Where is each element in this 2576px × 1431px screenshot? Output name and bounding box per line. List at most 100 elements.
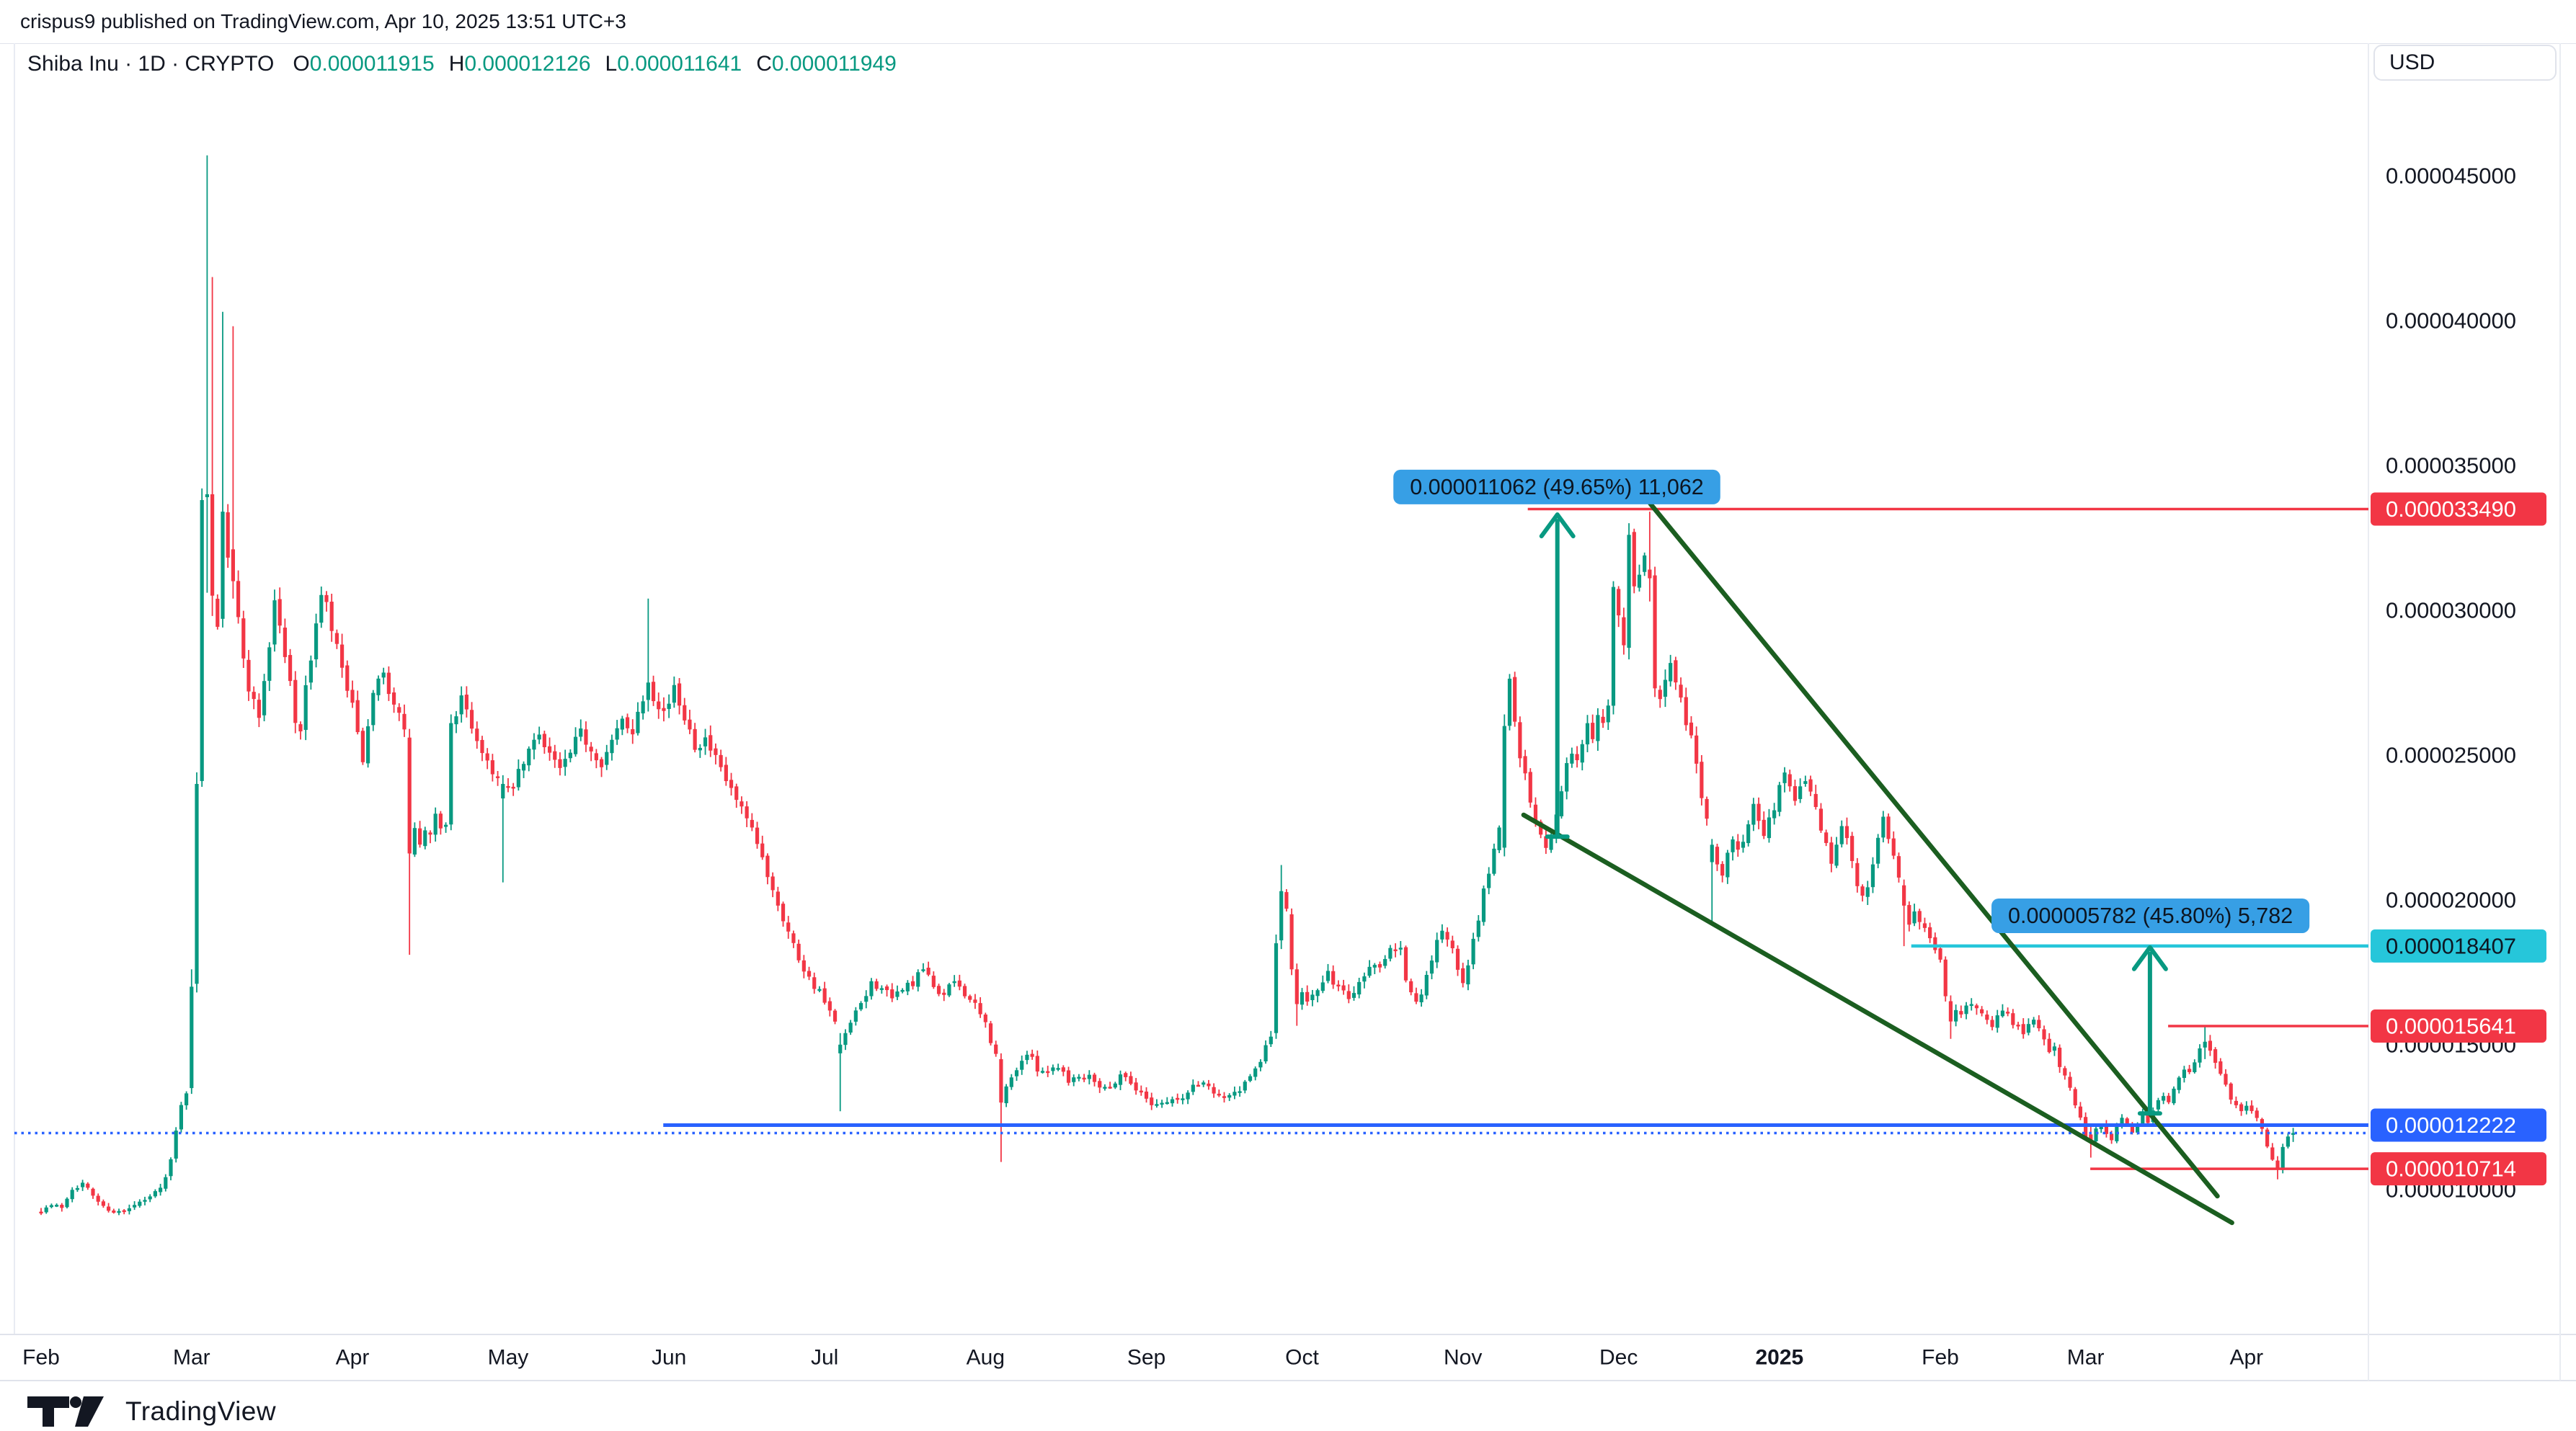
candle-body — [776, 891, 780, 906]
candle-body — [1938, 948, 1942, 960]
callout-text: 0.000011062 (49.65%) 11,062 — [1410, 475, 1704, 499]
measure-arrow[interactable] — [2131, 945, 2168, 1116]
candle-body — [1372, 965, 1377, 968]
candle-body — [1834, 844, 1839, 866]
symbol-title[interactable]: Shiba Inu · 1D · CRYPTO — [27, 52, 275, 76]
candle-body — [1129, 1076, 1133, 1084]
candle-body — [1476, 920, 1480, 937]
candle-body — [1528, 772, 1532, 803]
month-label: Mar — [173, 1346, 210, 1370]
candle-body — [1492, 848, 1496, 874]
candle-body — [968, 996, 972, 1000]
currency-label: USD — [2389, 50, 2435, 74]
candle-body — [247, 659, 251, 692]
candle-body — [407, 737, 412, 854]
tradingview-footer[interactable]: TradingView — [27, 1395, 276, 1428]
candle-body — [1865, 887, 1870, 897]
candle-body — [2000, 1010, 2005, 1017]
candle-body — [594, 753, 598, 761]
candle-body — [921, 969, 925, 971]
candle-body — [2125, 1118, 2129, 1125]
candle-body — [1466, 965, 1470, 985]
time-axis[interactable]: Feb Mar Apr May Jun Jul Aug Sep Oct Nov Dec 2025 Feb… — [22, 1346, 2263, 1370]
candle-body — [542, 734, 546, 747]
candle-body — [2068, 1076, 2072, 1088]
candle-body — [1388, 948, 1393, 959]
tradingview-wordmark: TradingView — [125, 1396, 277, 1426]
candle-body — [1367, 966, 1372, 976]
candle-body — [1627, 535, 1631, 648]
measure-arrows[interactable] — [1539, 512, 2168, 1116]
candle-body — [516, 769, 520, 788]
candle-body — [709, 735, 713, 751]
candle-body — [70, 1190, 74, 1200]
measure-callouts[interactable]: 0.000011062 (49.65%) 11,062 0.000005782 (… — [1393, 469, 2310, 933]
month-label: Mar — [2067, 1346, 2105, 1370]
candle-body — [365, 726, 370, 764]
currency-toggle-button[interactable]: USD — [2373, 45, 2557, 81]
candle-body — [1046, 1071, 1050, 1074]
tradingview-logo-icon — [27, 1396, 104, 1427]
candle-body — [236, 581, 241, 618]
candle-body — [252, 692, 256, 700]
candle-body — [1881, 816, 1886, 838]
month-label: 2025 — [1755, 1346, 1803, 1370]
candle-body — [277, 599, 282, 626]
month-label: Sep — [1127, 1346, 1165, 1370]
month-label: Jul — [811, 1346, 838, 1370]
candle-body — [1808, 779, 1813, 792]
candle-body — [360, 731, 365, 762]
candle-body — [1134, 1082, 1138, 1091]
symbol-legend: Shiba Inu · 1D · CRYPTO O0.000011915 H0.00… — [27, 52, 911, 81]
callout-label[interactable]: 0.000011062 (49.65%) 11,062 — [1393, 469, 1720, 504]
candle-body — [303, 685, 308, 730]
measure-arrow[interactable] — [1539, 512, 1576, 839]
candle-body — [765, 855, 770, 878]
candle-body — [677, 683, 682, 706]
trendline[interactable] — [1521, 812, 2234, 1226]
candle-body — [657, 701, 661, 710]
candle-body — [796, 943, 801, 960]
candle-body — [1144, 1091, 1149, 1099]
candle-body — [745, 806, 749, 819]
candle-body — [1917, 911, 1922, 922]
candle-body — [1118, 1074, 1123, 1085]
candle-body — [39, 1211, 43, 1214]
candle-body — [1720, 864, 1725, 876]
month-label: Oct — [1285, 1346, 1319, 1370]
month-label: Feb — [1922, 1346, 1959, 1370]
candle-body — [947, 984, 951, 996]
candle-body — [791, 933, 796, 943]
candle-body — [1611, 587, 1616, 706]
candle-body — [1150, 1097, 1154, 1105]
candle-body — [1824, 832, 1829, 843]
candle-body — [241, 618, 246, 659]
candle-body — [1393, 949, 1398, 952]
candle-body — [719, 754, 723, 767]
candle-body — [1648, 569, 1652, 579]
candle-body — [1098, 1081, 1102, 1088]
candle-body — [1284, 892, 1289, 909]
candle-body — [864, 996, 869, 1002]
price-axis[interactable]: 0.000045000 0.000040000 0.000035000 0.00003… — [2371, 163, 2546, 1202]
candle-body — [2280, 1146, 2285, 1170]
month-label: Nov — [1444, 1346, 1482, 1370]
candle-body — [438, 813, 443, 829]
candle-body — [1445, 932, 1449, 940]
candle-body — [210, 494, 215, 596]
candle-body — [926, 968, 931, 975]
candle-body — [755, 827, 760, 844]
candle-body — [1829, 842, 1834, 864]
candle-body — [2006, 1012, 2010, 1014]
candle-body — [2234, 1100, 2239, 1105]
candle-body — [688, 719, 692, 730]
candle-body — [65, 1198, 69, 1208]
wedge-trendlines[interactable] — [1521, 501, 2234, 1226]
candle-body — [60, 1205, 64, 1208]
candle-body — [2244, 1105, 2249, 1111]
candle-body — [1217, 1093, 1221, 1096]
trendline[interactable] — [1648, 501, 2220, 1199]
candle-body — [1700, 762, 1704, 798]
callout-label[interactable]: 0.000005782 (45.80%) 5,782 — [1991, 898, 2310, 933]
